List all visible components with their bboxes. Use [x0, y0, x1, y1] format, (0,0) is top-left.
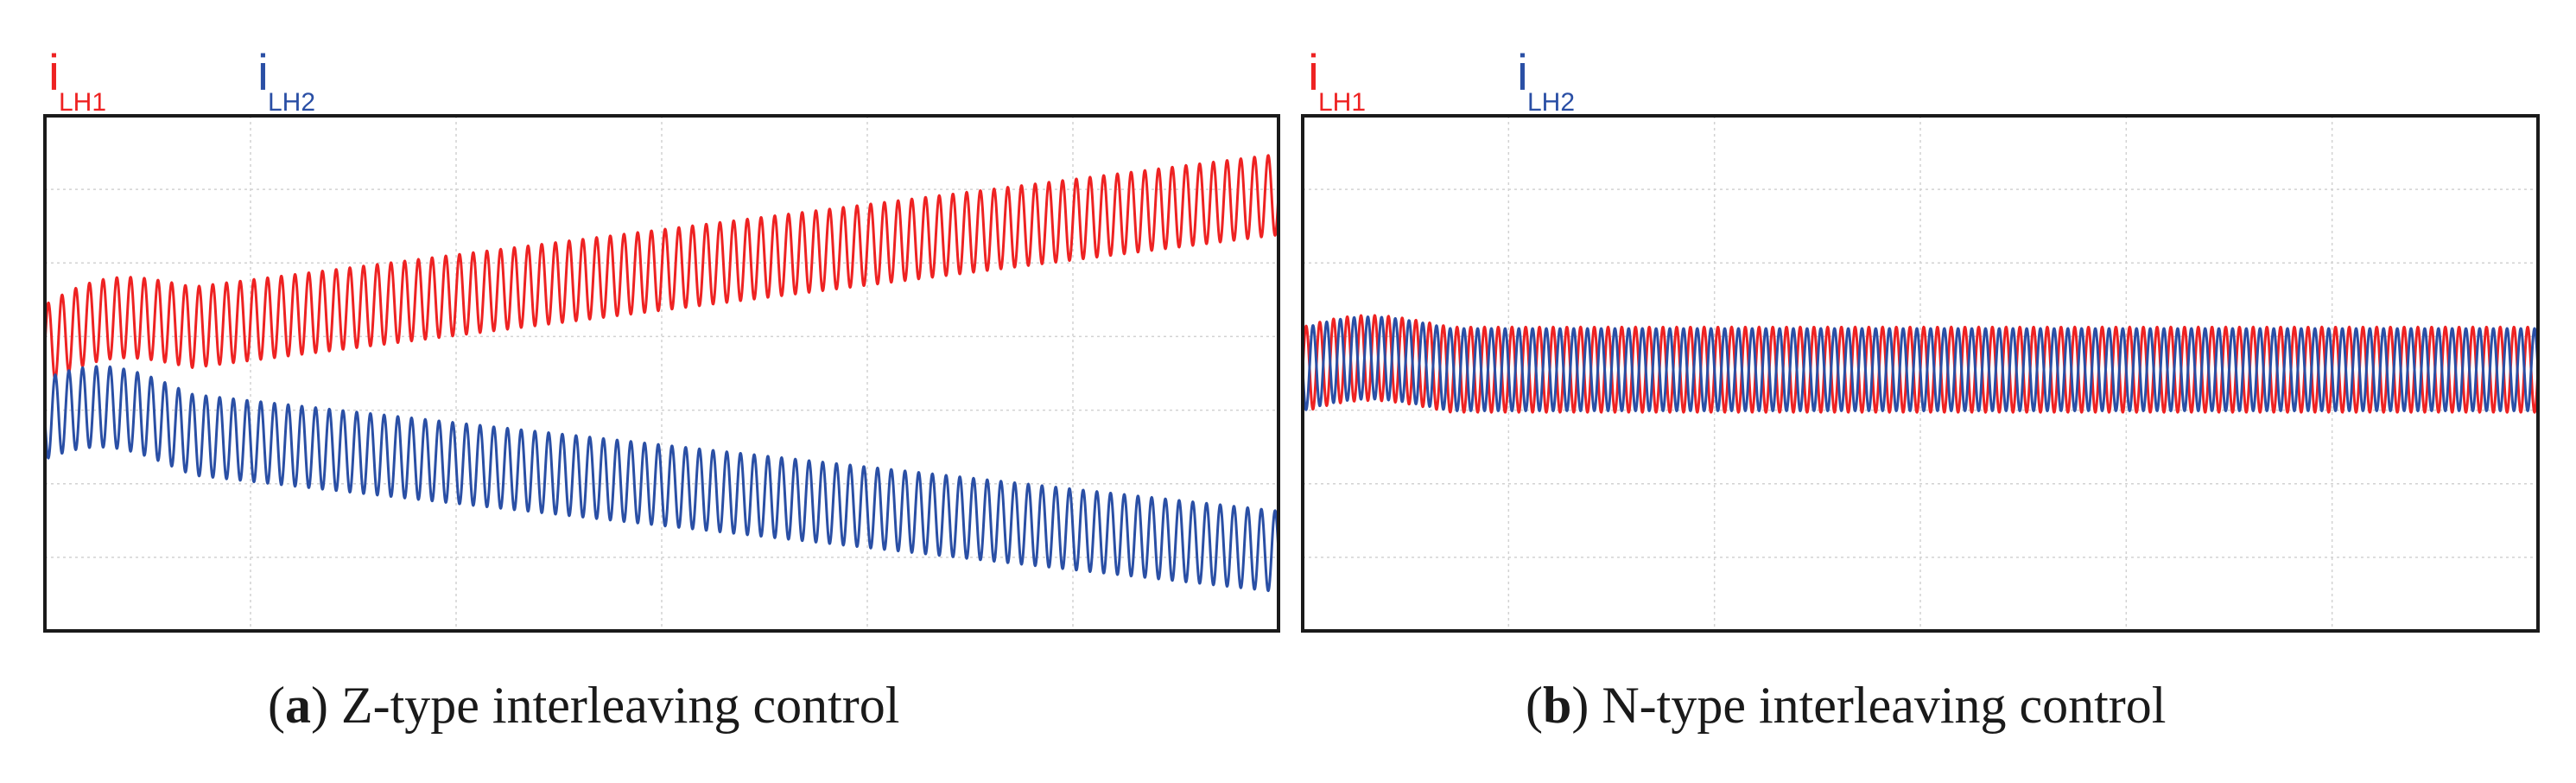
panel-b: i LH1 i LH2 (b) N-type interleaving cont… — [1301, 45, 2540, 734]
caption-b-text: N-type interleaving control — [1602, 677, 2166, 734]
plot-area-a — [43, 154, 1280, 593]
legend-a-series-2-subscript: LH2 — [268, 88, 315, 117]
legend-b-series-1-symbol: i — [1308, 45, 1319, 101]
caption-b: (b) N-type interleaving control — [1526, 677, 2166, 734]
grid-b — [1303, 116, 2538, 631]
legend-a-series-2-symbol: i — [257, 45, 269, 101]
caption-b-tag: b — [1543, 677, 1571, 734]
caption-a-tag: a — [285, 677, 311, 734]
series-line-lh1 — [43, 154, 1280, 381]
legend-b-series-2-symbol: i — [1517, 45, 1528, 101]
caption-a-text: Z-type interleaving control — [341, 677, 899, 734]
plot-area-b — [1301, 314, 2540, 414]
legend-b-series-1-subscript: LH1 — [1318, 88, 1366, 117]
legend-b-series-2-subscript: LH2 — [1527, 88, 1575, 117]
plot-frame-b — [1301, 114, 2540, 633]
plot-frame-a — [43, 114, 1280, 633]
caption-a: (a) Z-type interleaving control — [268, 677, 899, 734]
series-line-lh2 — [43, 365, 1280, 593]
legend-a-series-1-subscript: LH1 — [59, 88, 106, 117]
series-line-lh2 — [1301, 315, 2540, 412]
legend-a-series-1-symbol: i — [48, 45, 60, 101]
panel-a: i LH1 i LH2 (a) Z-type interleaving cont… — [43, 45, 1280, 734]
